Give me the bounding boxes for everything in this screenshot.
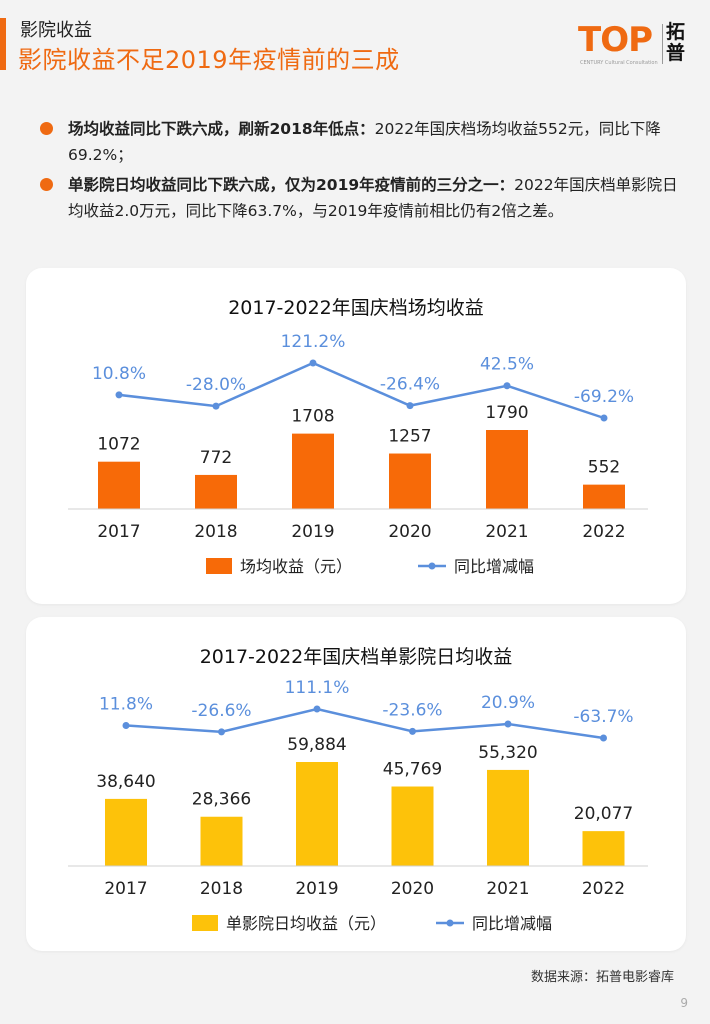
yoy-label: -28.0% [186, 375, 246, 395]
yoy-point [503, 382, 511, 390]
yoy-label: -26.4% [380, 375, 440, 395]
bar-value-label: 552 [588, 458, 620, 478]
yoy-point [504, 720, 512, 728]
yoy-label: -26.6% [191, 701, 251, 721]
yoy-point [600, 734, 607, 742]
bar-value-label: 1708 [291, 407, 334, 427]
bullet-dot-icon [40, 122, 53, 135]
bar [195, 474, 237, 509]
logo-chinese: 拓普 [666, 21, 686, 64]
yoy-point [600, 414, 608, 422]
bullet-text: 2022年国庆档场均收益552元，同比下降69.2%； [68, 120, 661, 164]
bar-value-label: 1257 [388, 427, 431, 447]
bar-value-label: 1072 [97, 435, 140, 455]
chart-title: 2017-2022年国庆档场均收益 [228, 297, 484, 319]
yoy-point [122, 721, 130, 729]
bar-value-label: 772 [200, 448, 232, 468]
x-tick-label: 2018 [194, 522, 237, 542]
bar-value-label: 28,366 [192, 790, 251, 810]
accent-bar [0, 18, 6, 70]
legend-line-label: 同比增减幅 [472, 914, 552, 933]
logo-tagline: CENTURY Cultural Consultation [580, 60, 658, 66]
bar [486, 430, 528, 509]
bar [487, 769, 529, 866]
top-logo: TOP CENTURY Cultural Consultation 拓普 [578, 20, 690, 70]
x-tick-label: 2021 [485, 522, 528, 542]
logo-divider [662, 24, 663, 64]
bar-value-label: 45,769 [383, 760, 442, 780]
x-tick-label: 2021 [486, 879, 529, 899]
bullet-dot-icon [40, 178, 53, 191]
legend-bar-label: 场均收益（元） [240, 557, 352, 576]
legend-bar-label: 单影院日均收益（元） [226, 914, 386, 933]
x-tick-label: 2017 [104, 879, 147, 899]
bar [292, 433, 334, 509]
chart-daily-cinema-revenue: 2017-2022年国庆档单影院日均收益 38,640 2017 28,366 2018… [68, 646, 648, 933]
yoy-point [406, 402, 414, 410]
x-tick-label: 2022 [582, 522, 625, 542]
yoy-label: -23.6% [382, 700, 442, 720]
page-title: 影院收益不足2019年疫情前的三成 [18, 46, 400, 74]
chart-card-daily-cinema-revenue: 2017-2022年国庆档单影院日均收益 38,640 2017 28,366 2018… [26, 617, 686, 951]
bar [391, 786, 434, 866]
x-tick-label: 2019 [295, 879, 338, 899]
bullet-item: 场均收益同比下跌六成，刷新2018年低点：2022年国庆档场均收益552元，同比… [40, 116, 680, 168]
section-label: 影院收益 [20, 20, 92, 41]
key-findings-list: 场均收益同比下跌六成，刷新2018年低点：2022年国庆档场均收益552元，同比… [40, 116, 680, 228]
bullet-text: 2022年国庆档单影院日均收益2.0万元，同比下降63.7%，与2019年疫情前… [68, 176, 678, 220]
yoy-label: 10.8% [92, 364, 146, 384]
bar-value-label: 20,077 [574, 804, 633, 824]
yoy-line [125, 707, 604, 740]
bar [296, 762, 338, 866]
x-tick-label: 2017 [97, 522, 140, 542]
yoy-label: 111.1% [285, 678, 350, 698]
yoy-label: -63.7% [573, 707, 633, 727]
yoy-label: 11.8% [99, 694, 153, 714]
bar-value-label: 38,640 [96, 772, 155, 792]
x-tick-label: 2019 [291, 522, 334, 542]
yoy-point [218, 728, 225, 736]
yoy-point [115, 391, 123, 399]
yoy-label: 20.9% [481, 693, 535, 713]
bullet-heading: 场均收益同比下跌六成，刷新2018年低点： [68, 120, 375, 138]
legend-bar-swatch [192, 915, 218, 931]
bar [98, 461, 140, 509]
bar-value-label: 1790 [485, 403, 528, 423]
bar [583, 484, 625, 509]
legend-line-label: 同比增减幅 [454, 557, 534, 576]
bar [200, 816, 243, 866]
yoy-label: 121.2% [281, 332, 346, 352]
chart-avg-screening-revenue: 2017-2022年国庆档场均收益 1072 2017 772 2018 1708 2019… [68, 297, 648, 576]
legend-line-marker [446, 919, 454, 927]
bullet-heading: 单影院日均收益同比下跌六成，仅为2019年疫情前的三分之一： [68, 176, 515, 194]
bullet-item: 单影院日均收益同比下跌六成，仅为2019年疫情前的三分之一：2022年国庆档单影… [40, 172, 680, 224]
bar [105, 798, 147, 866]
x-tick-label: 2020 [388, 522, 431, 542]
legend-bar-swatch [206, 558, 232, 574]
x-tick-label: 2020 [391, 879, 434, 899]
x-tick-label: 2022 [582, 879, 625, 899]
yoy-label: 42.5% [480, 355, 534, 375]
yoy-point [212, 402, 220, 410]
yoy-point [409, 727, 416, 735]
chart-title: 2017-2022年国庆档单影院日均收益 [200, 646, 513, 668]
chart-card-avg-screening-revenue: 2017-2022年国庆档场均收益 1072 2017 772 2018 1708 2019… [26, 268, 686, 604]
data-source: 数据来源：拓普电影睿库 [530, 970, 674, 985]
yoy-point [309, 359, 317, 367]
bar [389, 453, 431, 509]
yoy-label: -69.2% [574, 387, 634, 407]
bar-value-label: 59,884 [287, 735, 346, 755]
page-number: 9 [680, 996, 688, 1010]
yoy-point [313, 705, 321, 713]
legend-line-marker [428, 562, 436, 570]
bar [582, 831, 625, 866]
x-tick-label: 2018 [200, 879, 243, 899]
logo-wordmark: TOP [578, 20, 653, 60]
yoy-line [118, 361, 605, 420]
bar-value-label: 55,320 [478, 743, 537, 763]
